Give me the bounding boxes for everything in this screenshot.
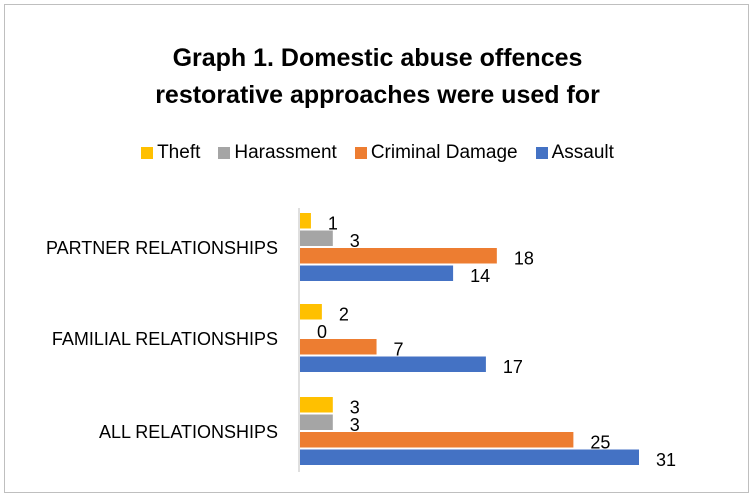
bar-assault: [300, 356, 486, 372]
legend-label-harassment: Harassment: [234, 142, 337, 163]
legend-item-criminal-damage: Criminal Damage: [354, 142, 518, 164]
legend-item-theft: Theft: [141, 142, 200, 164]
chart-title: Graph 1. Domestic abuse offences restora…: [0, 40, 755, 114]
data-label: 25: [590, 433, 610, 453]
legend-swatch-criminal-damage: [354, 147, 367, 159]
bar-assault: [300, 449, 639, 465]
chart-legend: Theft Harassment Criminal Damage Assault: [0, 142, 755, 164]
bar-theft: [300, 213, 311, 229]
bar-harassment: [300, 414, 333, 430]
category-label: PARTNER RELATIONSHIPS: [46, 238, 278, 258]
chart-frame: [4, 4, 749, 493]
legend-label-assault: Assault: [551, 142, 614, 163]
bar-harassment: [300, 230, 333, 246]
legend-swatch-theft: [141, 147, 154, 159]
data-label: 18: [514, 249, 534, 269]
data-label: 1: [328, 214, 338, 234]
data-label: 31: [656, 450, 676, 470]
bar-criminal-damage: [300, 248, 497, 264]
legend-item-assault: Assault: [535, 142, 614, 164]
data-label: 3: [350, 231, 360, 251]
bar-criminal-damage: [300, 339, 377, 355]
data-label: 14: [470, 266, 490, 286]
chart-title-line-2: restorative approaches were used for: [155, 81, 600, 109]
legend-item-harassment: Harassment: [218, 142, 337, 164]
legend-swatch-harassment: [218, 147, 231, 159]
bar-theft: [300, 397, 333, 413]
chart-title-line-1: Graph 1. Domestic abuse offences: [172, 44, 583, 72]
data-label: 17: [503, 357, 523, 377]
category-label: ALL RELATIONSHIPS: [99, 422, 278, 442]
legend-swatch-assault: [535, 147, 548, 159]
bar-criminal-damage: [300, 432, 574, 448]
legend-label-criminal-damage: Criminal Damage: [370, 142, 518, 163]
category-label: FAMILIAL RELATIONSHIPS: [52, 329, 278, 349]
data-label: 3: [350, 398, 360, 418]
data-label: 0: [317, 322, 327, 342]
legend-label-theft: Theft: [157, 142, 201, 163]
data-label: 7: [394, 340, 404, 360]
data-label: 3: [350, 415, 360, 435]
data-label: 2: [339, 305, 349, 325]
bar-assault: [300, 265, 454, 281]
bar-theft: [300, 304, 322, 320]
